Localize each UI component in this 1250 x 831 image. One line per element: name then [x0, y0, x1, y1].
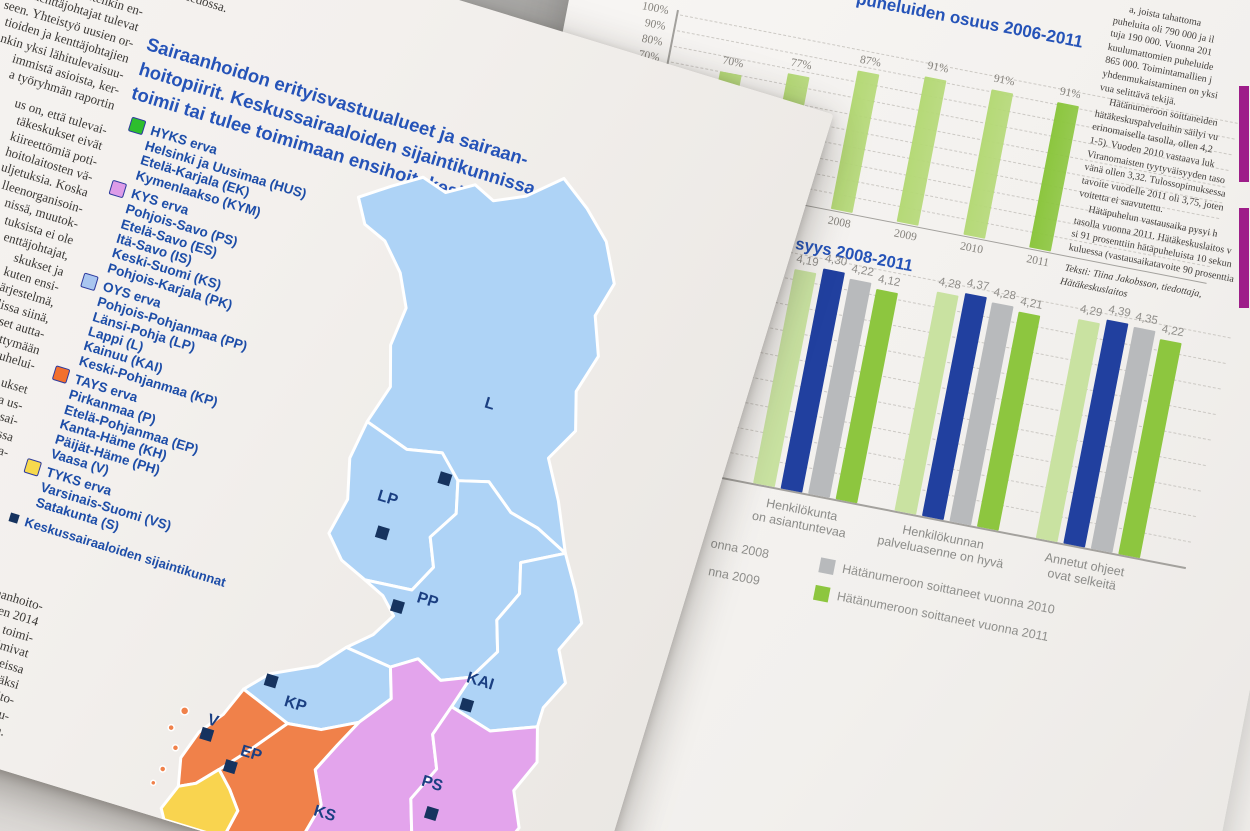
report-page-map: tiedossa. ja etenkin en-kenttäjohtajat t…	[0, 0, 834, 831]
central-hospital-marker-L	[437, 471, 453, 487]
central-hospital-marker-LP	[374, 525, 390, 541]
central-hospital-marker-PP	[389, 599, 405, 615]
legend-swatch	[812, 584, 831, 603]
magenta-page-edge	[1239, 86, 1249, 182]
bar-value-label: 91%	[992, 72, 1016, 89]
district-label-LP: LP	[375, 487, 400, 509]
coastal-islets	[150, 706, 190, 787]
islet	[167, 723, 175, 732]
central-hospital-marker-V	[199, 726, 215, 742]
marker-swatch	[8, 512, 20, 524]
district-label-KS: KS	[312, 802, 339, 825]
islet	[179, 706, 190, 716]
region-pohjois-savo	[384, 705, 539, 831]
paragraph-end-fragment: tiedossa.	[181, 0, 230, 16]
magenta-page-edge	[1239, 208, 1249, 308]
bar-value-label: 4,22	[1160, 322, 1185, 339]
islet	[150, 779, 157, 787]
district-label-KP: KP	[282, 693, 309, 716]
bar-2009	[896, 76, 947, 227]
district-label-EP: EP	[238, 742, 264, 765]
legend-swatch	[818, 557, 836, 575]
bar-value-label: 4,21	[1019, 295, 1044, 312]
central-hospital-markers	[199, 471, 475, 821]
islet	[171, 744, 180, 752]
chart1-title: puheluiden osuus 2006-2011	[854, 0, 1085, 52]
bar-value-label: 91%	[1058, 85, 1082, 102]
bar-value-label: 91%	[926, 59, 950, 76]
central-hospital-marker-EP	[222, 759, 238, 775]
body-text-column-bottom: aanhoito-den 2014 toimi-oimivat nteissa isä…	[0, 511, 45, 756]
district-label-PS: PS	[419, 773, 445, 796]
district-label-V: V	[205, 711, 220, 730]
legend-item-2008-fragment: onna 2008	[709, 536, 771, 562]
bar-2010	[962, 89, 1013, 240]
legend-item-2009-fragment: nna 2009	[707, 564, 762, 588]
islet	[158, 765, 167, 773]
central-hospital-marker-PS	[423, 806, 439, 821]
column-line: den 2014	[0, 600, 41, 630]
bar-2008	[830, 70, 880, 214]
region-satakunta	[159, 767, 240, 831]
central-hospital-marker-KP	[263, 673, 279, 689]
district-label-PP: PP	[415, 589, 441, 612]
central-hospital-marker-KAI	[459, 697, 475, 713]
